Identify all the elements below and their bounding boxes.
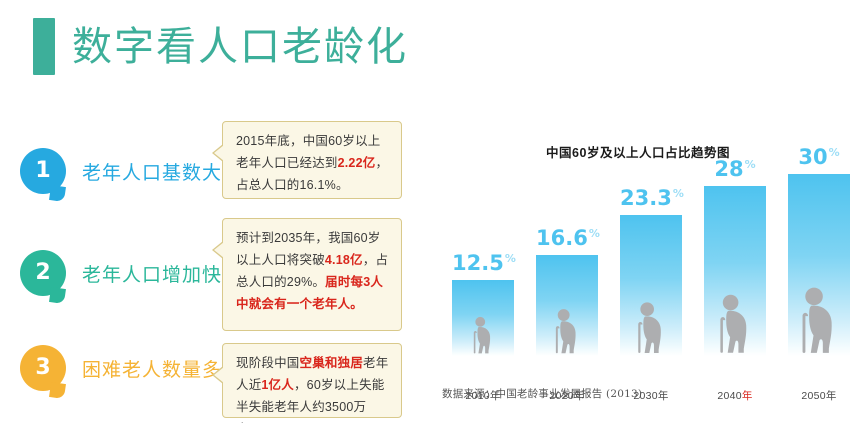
point-number: 2 <box>35 260 51 285</box>
x-axis-label-text: 2040 <box>717 390 742 402</box>
elderly-person-with-cane-icon <box>552 308 582 354</box>
x-axis-label: 2020年 <box>549 390 585 402</box>
bar-value-number: 23.3 <box>620 186 672 210</box>
title-accent-bar <box>33 18 55 75</box>
page-title: 数字看人口老龄化 <box>33 18 408 75</box>
bar-value-label: 12.5% <box>452 251 516 275</box>
callout-highlight-text: 届时每3人中就会有一个老年人。 <box>236 274 384 311</box>
bar-value-label: 30% <box>788 147 850 168</box>
x-axis-label: 2050年 <box>801 390 837 402</box>
callout-box-2: 预计到2035年，我国60岁以上人口将突破4.18亿，占总人口的29%。届时每3… <box>212 218 402 331</box>
chart-panel: 中国60岁及以上人口占比趋势图 12.5% 2010年 16.6% 2020年 23.3… <box>432 128 850 413</box>
x-axis-label-highlight: 年 <box>741 390 753 402</box>
bar-value-unit: % <box>744 158 756 171</box>
elderly-person-with-cane-icon <box>797 286 841 354</box>
point-label: 老年人口基数大 <box>82 162 223 184</box>
bar-value-unit: % <box>828 146 840 159</box>
point-badge-1: 1 <box>20 148 66 194</box>
title-text: 数字看人口老龄化 <box>72 24 408 69</box>
bar-value-unit: % <box>504 252 516 265</box>
point-label: 老年人口增加快 <box>82 264 223 286</box>
point-badge-3: 3 <box>20 345 66 391</box>
x-axis-label: 2040年 <box>704 388 766 403</box>
chart-title: 中国60岁及以上人口占比趋势图 <box>546 146 730 160</box>
bar-value-label: 28% <box>704 159 766 180</box>
bar-value-label: 23.3% <box>620 186 684 210</box>
x-axis-label: 2010年 <box>465 390 501 402</box>
bar-value-number: 30 <box>798 145 828 169</box>
elderly-person-with-cane-icon <box>471 316 496 354</box>
callout-text: ，60岁以上失能半失能老年人约3500万人。 <box>236 377 385 423</box>
callout-text: ，占总人口的16.1%。 <box>236 155 389 192</box>
callout-text: 现阶段中国 <box>236 356 300 370</box>
callout-text: 预计到2035年，我国60岁以上人口将突破 <box>236 231 381 267</box>
point-number: 3 <box>35 355 51 380</box>
elderly-person-with-cane-icon <box>716 293 755 354</box>
point-row: 1 老年人口基数大 <box>20 148 222 194</box>
bar-value-number: 28 <box>714 157 744 181</box>
point-badge-2: 2 <box>20 250 66 296</box>
point-row: 2 老年人口增加快 <box>20 250 222 296</box>
callout-highlight-text: 1亿人 <box>261 377 294 392</box>
bar-value-label: 16.6% <box>536 226 600 250</box>
callout-highlight-text: 空巢和独居 <box>299 356 364 370</box>
elderly-person-with-cane-icon <box>634 301 668 354</box>
callout-text: ，占总人口的29%。 <box>236 252 389 289</box>
callout-box-3: 现阶段中国空巢和独居老年人近1亿人，60岁以上失能半失能老年人约3500万人。 <box>212 343 402 423</box>
callout-highlight-text: 4.18亿 <box>324 252 363 267</box>
point-row: 3 困难老人数量多 <box>20 345 222 391</box>
bar-value-number: 16.6 <box>536 226 588 250</box>
chart-source-note: 数据来源：中国老龄事业发展报告 (2013) <box>442 388 643 400</box>
callout-highlight-text: 2.22亿 <box>337 155 376 170</box>
bar-value-unit: % <box>672 187 684 200</box>
callout-text: 2015年底，中国60岁以上老年人口已经达到 <box>236 134 381 170</box>
point-number: 1 <box>35 158 51 183</box>
point-label: 困难老人数量多 <box>82 359 223 381</box>
bar-value-number: 12.5 <box>452 251 504 275</box>
bar-chart-plot: 12.5% 2010年 16.6% 2020年 23.3% 2030年 28% 2040年 30… <box>444 147 850 402</box>
bar-value-unit: % <box>588 227 600 240</box>
x-axis-label: 2030年 <box>633 390 669 402</box>
callout-text: 老年人近 <box>236 356 389 392</box>
callout-box-1: 2015年底，中国60岁以上老年人口已经达到2.22亿，占总人口的16.1%。 <box>212 121 402 199</box>
